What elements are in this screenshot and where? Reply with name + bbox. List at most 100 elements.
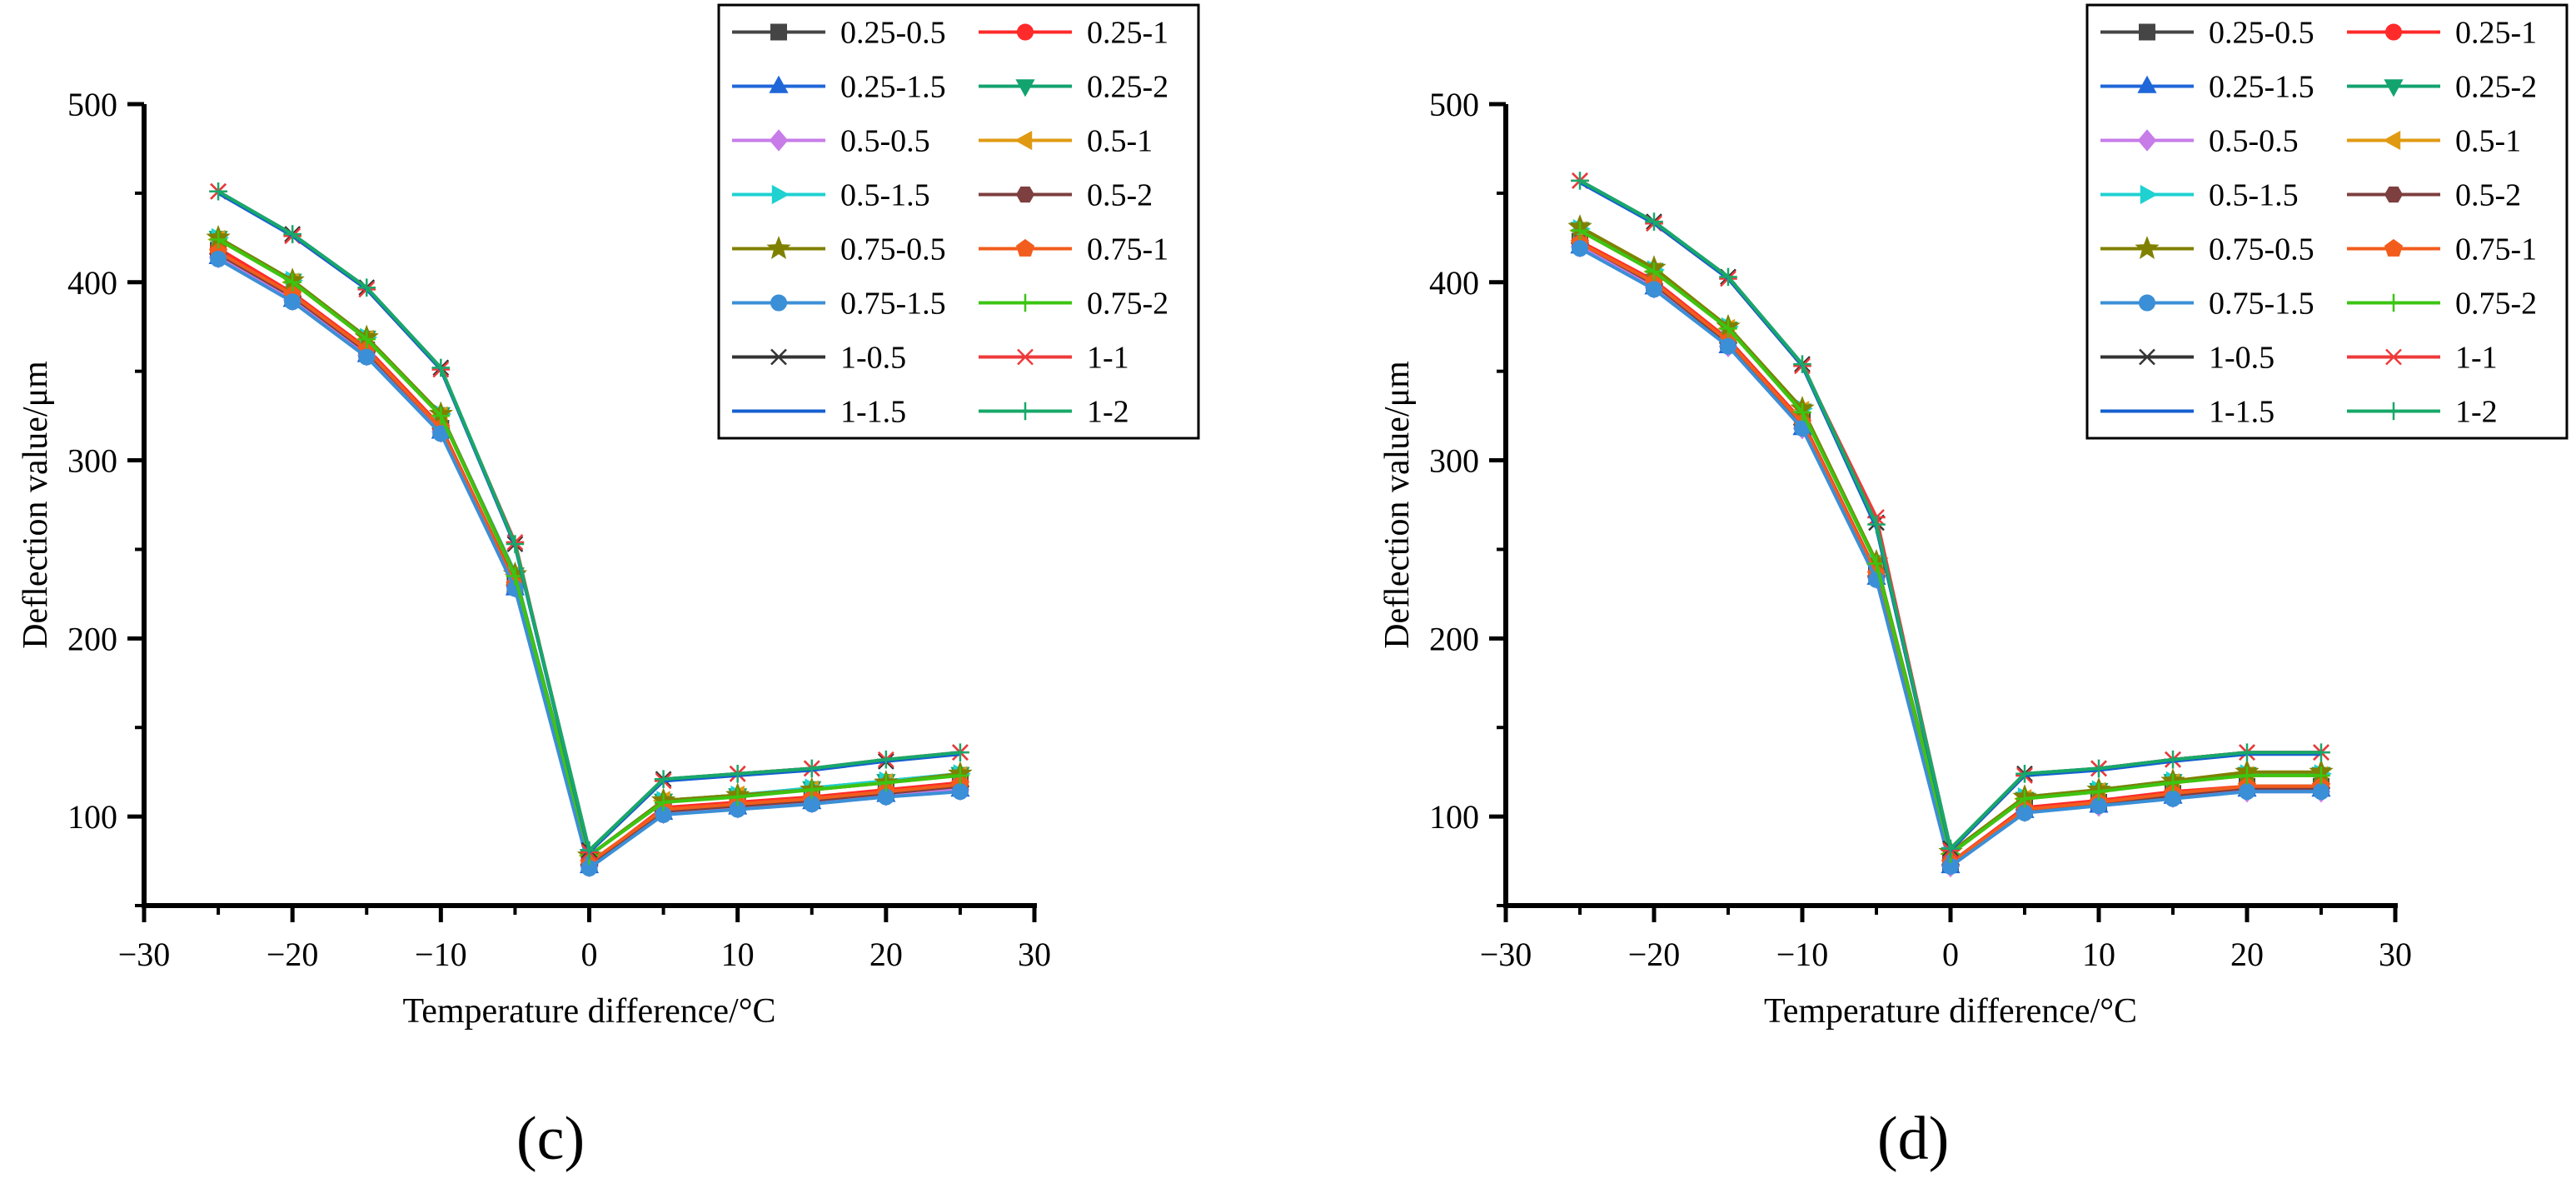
- legend-label: 0.5-0.5: [2209, 124, 2299, 159]
- legend-item-0-75-2: 0.75-2: [2347, 287, 2537, 322]
- legend-label: 0.75-2: [2455, 287, 2537, 322]
- legend-swatch-marker: [2137, 75, 2157, 93]
- legend-item-0-5-0-5: 0.5-0.5: [732, 124, 930, 159]
- x-tick-label: −30: [118, 936, 171, 973]
- data-point: [802, 781, 821, 799]
- data-point: [1793, 403, 1811, 422]
- data-point: [580, 841, 599, 860]
- data-point: [506, 535, 525, 553]
- legend-label: 1-2: [1087, 395, 1129, 430]
- legend-label: 0.5-1.5: [840, 178, 930, 213]
- data-point: [2090, 782, 2108, 801]
- legend-swatch-marker: [2139, 23, 2155, 41]
- legend-item-0-25-1: 0.25-1: [979, 16, 1168, 51]
- data-point: [283, 272, 301, 292]
- data-point: [951, 743, 969, 761]
- data-point: [877, 750, 895, 769]
- legend-swatch-marker: [771, 184, 790, 205]
- legend-item-0-5-0-5: 0.5-0.5: [2100, 124, 2299, 159]
- y-tick-label: 100: [1429, 798, 1479, 836]
- data-point: [951, 766, 969, 785]
- x-tick-label: −10: [1776, 936, 1829, 973]
- legend: 0.25-0.5 0.25-1 0.25-1.5 0.25-2 0.5-0.5 0.5-1…: [717, 3, 1200, 440]
- legend-item-1-0-5: 1-0.5: [2100, 341, 2275, 376]
- legend-label: 0.5-2: [2455, 178, 2521, 213]
- x-tick-label: −10: [415, 936, 467, 973]
- data-point: [728, 765, 747, 783]
- legend-label: 0.25-1.5: [2209, 70, 2314, 105]
- legend-item-0-25-2: 0.25-2: [979, 70, 1168, 105]
- legend-label: 0.75-1.5: [840, 287, 946, 322]
- legend-label: 0.5-1: [1087, 124, 1153, 159]
- x-tick-label: 20: [869, 936, 903, 973]
- legend-item-0-25-1-5: 0.25-1.5: [732, 70, 946, 105]
- x-tick-label: 20: [2230, 936, 2264, 973]
- legend-swatch-marker: [2139, 294, 2155, 312]
- x-tick-label: 10: [2082, 936, 2115, 973]
- legend-swatch-marker: [1015, 238, 1035, 257]
- x-axis-title: Temperature difference/°C: [402, 992, 775, 1031]
- legend-item-1-1-5: 1-1.5: [2100, 395, 2275, 430]
- y-tick-label: 300: [67, 442, 117, 480]
- chart-panel-d: −30 −20 −10 0 10 20 30 100 200 300 400 500 Temperatu…: [1378, 3, 2569, 1031]
- legend-swatch-marker: [1016, 293, 1034, 312]
- legend-swatch-marker: [2384, 186, 2404, 203]
- data-point: [2313, 783, 2329, 801]
- y-tick-label: 200: [1429, 620, 1479, 657]
- y-axis-title: Deflection value/μm: [17, 361, 55, 649]
- data-point: [284, 293, 301, 311]
- legend-item-0-25-1-5: 0.25-1.5: [2100, 70, 2314, 105]
- data-point: [2090, 759, 2108, 778]
- legend-swatch-marker: [1016, 348, 1034, 366]
- legend-item-0-75-2: 0.75-2: [979, 287, 1168, 322]
- legend-item-0-25-0-5: 0.25-0.5: [732, 16, 946, 51]
- legend-item-0-5-1-5: 0.5-1.5: [2100, 178, 2299, 213]
- legend-label: 1-1: [1087, 341, 1129, 376]
- chart-panel-c: −30 −20 −10 0 10 20 30 100 200 300 400 500 Temperatu…: [17, 3, 1200, 1031]
- legend-label: 1-0.5: [2209, 341, 2275, 376]
- data-point: [1645, 262, 1663, 281]
- legend-label: 0.25-0.5: [2209, 16, 2314, 51]
- legend-swatch-marker: [2140, 184, 2158, 205]
- data-point: [358, 348, 376, 366]
- data-point: [2015, 765, 2034, 783]
- data-point: [803, 796, 820, 813]
- data-point: [2312, 766, 2330, 785]
- x-tick-label: 0: [581, 936, 598, 973]
- legend-item-0-5-1: 0.5-1: [979, 124, 1153, 159]
- data-point: [2239, 783, 2255, 801]
- legend: 0.25-0.5 0.25-1 0.25-1.5 0.25-2 0.5-0.5 0.5-1…: [2085, 3, 2569, 440]
- legend-frame: [2085, 3, 2569, 440]
- y-tick-label: 500: [67, 86, 117, 123]
- data-point: [210, 250, 227, 267]
- legend-label: 1-2: [2455, 395, 2498, 430]
- data-point: [2016, 804, 2033, 821]
- data-point: [209, 182, 227, 201]
- legend-item-1-1-5: 1-1.5: [732, 395, 906, 430]
- data-point: [1720, 337, 1736, 355]
- data-point: [283, 225, 301, 243]
- legend-item-0-5-1: 0.5-1: [2347, 124, 2521, 159]
- data-point: [2238, 743, 2256, 761]
- legend-item-1-1: 1-1: [2347, 341, 2498, 376]
- y-tick-label: 500: [1429, 86, 1479, 123]
- legend-item-1-0-5: 1-0.5: [732, 341, 906, 376]
- legend-swatch-marker: [766, 236, 791, 259]
- legend-swatch-marker: [769, 129, 789, 152]
- x-tick-label: −20: [267, 936, 319, 973]
- legend-swatch-marker: [2139, 348, 2155, 366]
- y-tick-label: 200: [67, 620, 117, 657]
- data-point: [951, 783, 969, 801]
- legend-swatch-marker: [2383, 130, 2401, 151]
- legend-label: 1-1.5: [840, 395, 906, 430]
- data-point: [1572, 240, 1588, 257]
- legend-label: 0.25-0.5: [840, 16, 946, 51]
- legend-item-0-75-1-5: 0.75-1.5: [2100, 287, 2314, 322]
- legend-label: 0.75-0.5: [2209, 232, 2314, 267]
- legend-swatch-marker: [2384, 238, 2404, 257]
- legend-label: 0.25-1: [1087, 16, 1168, 51]
- data-point: [1645, 212, 1663, 231]
- legend-swatch-marker: [2384, 348, 2403, 366]
- legend-item-0-75-1: 0.75-1: [2347, 232, 2537, 267]
